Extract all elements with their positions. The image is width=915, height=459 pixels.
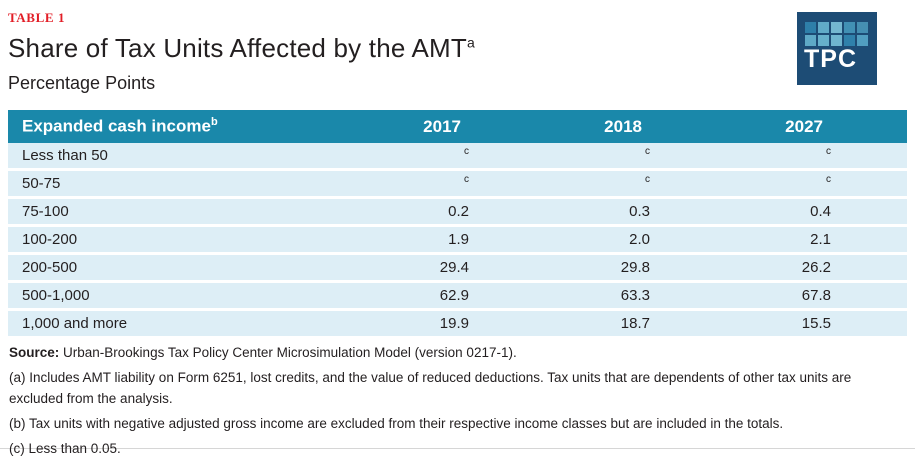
page-subtitle: Percentage Points <box>8 73 156 93</box>
cell-spacer <box>833 308 907 336</box>
row-label: 200-500 <box>8 252 290 282</box>
cell-2018: 0.3 <box>471 196 652 226</box>
footnote-c-marker: c <box>464 173 469 185</box>
amt-table: Expanded cash incomeb 2017 2018 2027 Les… <box>8 110 907 336</box>
table-row: Less than 50 c c c <box>8 143 907 170</box>
cell-2017: 1.9 <box>290 224 471 254</box>
logo-square <box>805 35 816 46</box>
title-footnote-marker: a <box>467 34 475 51</box>
logo-text: TPC <box>804 45 857 73</box>
row-label: 500-1,000 <box>8 280 290 310</box>
footnote-c-marker: c <box>645 173 650 185</box>
cell-2017: 19.9 <box>290 308 471 336</box>
cell-2027: c <box>652 143 833 170</box>
cell-2018: c <box>471 143 652 170</box>
header-footnote-marker: b <box>210 116 218 129</box>
cell-2018: c <box>471 168 652 198</box>
table-tag: TABLE 1 <box>8 10 66 25</box>
table-row: 200-500 29.4 29.8 26.2 <box>8 252 907 282</box>
table-row: 75-100 0.2 0.3 0.4 <box>8 196 907 226</box>
cell-2017: 0.2 <box>290 196 471 226</box>
cell-2017: 29.4 <box>290 252 471 282</box>
cell-2027: 2.1 <box>652 224 833 254</box>
table-header-row: Expanded cash incomeb 2017 2018 2027 <box>8 110 907 143</box>
cell-spacer <box>833 168 907 198</box>
logo-grid <box>797 12 877 46</box>
cell-spacer <box>833 196 907 226</box>
logo-square <box>844 35 855 46</box>
footnote-c-marker: c <box>826 145 831 157</box>
logo-square <box>818 22 829 33</box>
header-year-2027: 2027 <box>652 110 833 143</box>
logo-square <box>831 22 842 33</box>
cell-2018: 18.7 <box>471 308 652 336</box>
logo-square <box>857 35 868 46</box>
logo-square <box>844 22 855 33</box>
cell-2027: c <box>652 168 833 198</box>
row-label: 50-75 <box>8 168 290 198</box>
cell-2018: 63.3 <box>471 280 652 310</box>
cell-2027: 15.5 <box>652 308 833 336</box>
footnote-a: (a) Includes AMT liability on Form 6251,… <box>9 370 852 406</box>
cell-2017: c <box>290 143 471 170</box>
row-label: 1,000 and more <box>8 308 290 336</box>
row-label: 100-200 <box>8 224 290 254</box>
row-label: 75-100 <box>8 196 290 226</box>
logo-square <box>805 22 816 33</box>
header-expanded-cash-income: Expanded cash incomeb <box>8 110 290 143</box>
source-text: Urban-Brookings Tax Policy Center Micros… <box>63 345 517 360</box>
cell-2027: 26.2 <box>652 252 833 282</box>
source-label: Source: <box>9 345 60 360</box>
cell-2027: 0.4 <box>652 196 833 226</box>
footnote-c-marker: c <box>464 145 469 157</box>
table-row: 100-200 1.9 2.0 2.1 <box>8 224 907 254</box>
cell-2017: c <box>290 168 471 198</box>
cell-2027: 67.8 <box>652 280 833 310</box>
cell-spacer <box>833 224 907 254</box>
source-note: Source: Urban-Brookings Tax Policy Cente… <box>9 343 907 363</box>
cell-spacer <box>833 280 907 310</box>
logo-square <box>831 35 842 46</box>
row-label: Less than 50 <box>8 143 290 170</box>
table-row: 1,000 and more 19.9 18.7 15.5 <box>8 308 907 336</box>
cell-spacer <box>833 143 907 170</box>
tpc-logo: TPC <box>797 12 877 85</box>
logo-square <box>857 22 868 33</box>
logo-square <box>818 35 829 46</box>
footnote-c-marker: c <box>826 173 831 185</box>
header-year-2017: 2017 <box>290 110 471 143</box>
header-year-2018: 2018 <box>471 110 652 143</box>
footnotes: Source: Urban-Brookings Tax Policy Cente… <box>9 343 907 459</box>
cell-2018: 2.0 <box>471 224 652 254</box>
cell-2018: 29.8 <box>471 252 652 282</box>
page-title-text: Share of Tax Units Affected by the AMT <box>8 33 467 63</box>
footnote-c: (c) Less than 0.05. <box>9 441 121 456</box>
page-title: Share of Tax Units Affected by the AMTa <box>8 33 907 64</box>
footnote-b: (b) Tax units with negative adjusted gro… <box>9 415 784 431</box>
cell-spacer <box>833 252 907 282</box>
header-spacer <box>833 110 907 143</box>
cell-2017: 62.9 <box>290 280 471 310</box>
table-row: 500-1,000 62.9 63.3 67.8 <box>8 280 907 310</box>
footnote-c-marker: c <box>645 145 650 157</box>
header-area: TABLE 1 Share of Tax Units Affected by t… <box>0 0 915 94</box>
table-row: 50-75 c c c <box>8 168 907 198</box>
